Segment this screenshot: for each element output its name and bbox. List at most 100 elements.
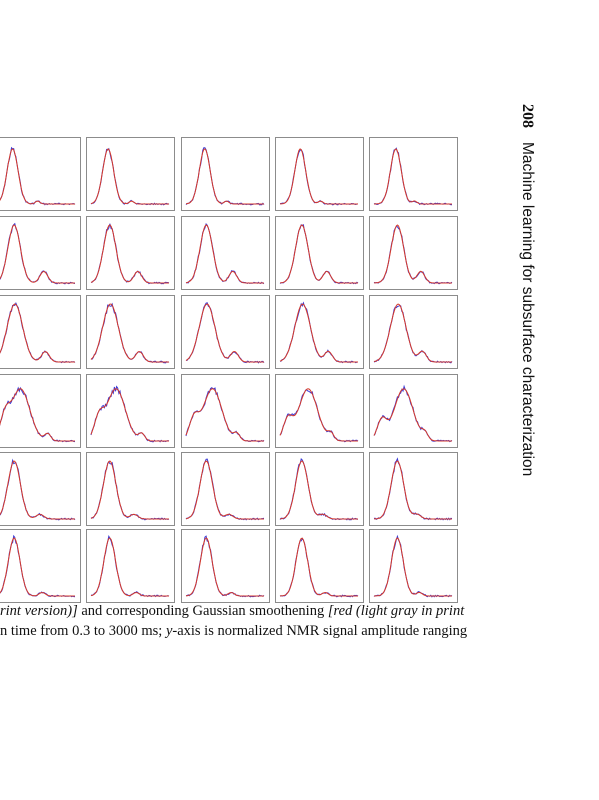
nmr-t2-panel xyxy=(369,452,458,526)
panel-plot xyxy=(185,147,265,206)
gaussian-smoothed-curve xyxy=(280,148,358,205)
running-header: 208 Machine learning for subsurface chara… xyxy=(508,104,538,504)
measured-t2-curve xyxy=(90,385,170,443)
nmr-t2-panel xyxy=(181,529,270,603)
nmr-t2-panel xyxy=(369,216,458,290)
measured-t2-curve xyxy=(373,225,453,285)
gaussian-smoothed-curve xyxy=(90,460,169,520)
gaussian-smoothed-curve xyxy=(185,460,264,520)
measured-t2-curve xyxy=(0,386,76,443)
panel-plot xyxy=(373,224,453,285)
measured-t2-curve xyxy=(373,457,453,521)
nmr-t2-panel xyxy=(0,137,81,211)
panel-plot xyxy=(185,458,265,521)
caption-italic-fragment: rint version)] xyxy=(0,603,78,619)
gaussian-smoothed-curve xyxy=(0,303,75,363)
panel-plot xyxy=(279,301,359,364)
measured-t2-curve xyxy=(90,147,170,206)
nmr-t2-panel xyxy=(86,374,175,448)
gaussian-smoothed-curve xyxy=(185,148,264,205)
gaussian-smoothed-curve xyxy=(373,303,452,363)
gaussian-smoothed-curve xyxy=(0,460,75,520)
nmr-t2-panel xyxy=(275,216,364,290)
nmr-t2-panel xyxy=(0,216,81,290)
panel-plot xyxy=(90,534,170,598)
panel-plot xyxy=(185,535,265,598)
panel-plot xyxy=(0,534,76,598)
gaussian-smoothed-curve xyxy=(90,148,169,205)
measured-t2-curve xyxy=(279,149,359,206)
gaussian-smoothed-curve xyxy=(0,148,75,205)
gaussian-smoothed-curve xyxy=(90,224,169,284)
measured-t2-curve xyxy=(373,147,453,206)
panel-plot xyxy=(90,302,170,364)
nmr-t2-panel xyxy=(86,529,175,603)
panel-plot xyxy=(373,303,453,364)
gaussian-smoothed-curve xyxy=(0,537,75,597)
panel-plot xyxy=(0,302,76,364)
panel-plot xyxy=(185,387,265,443)
nmr-t2-panel xyxy=(181,295,270,369)
gaussian-smoothed-curve xyxy=(185,388,264,442)
panel-plot xyxy=(279,458,358,521)
nmr-t2-panel xyxy=(86,452,175,526)
nmr-t2-panel xyxy=(0,295,81,369)
nmr-t2-panel xyxy=(275,137,364,211)
panel-plot xyxy=(185,223,265,285)
nmr-t2-panel xyxy=(181,374,270,448)
nmr-t2-panel xyxy=(86,295,175,369)
measured-t2-curve xyxy=(185,223,265,285)
gaussian-smoothed-curve xyxy=(279,303,358,363)
caption-text-fragment: -axis is normalized NMR signal amplitude… xyxy=(172,623,468,639)
panel-plot xyxy=(373,457,453,521)
caption-text-fragment: n time from 0.3 to 3000 ms; xyxy=(0,623,166,639)
panel-plot xyxy=(0,222,76,285)
gaussian-smoothed-curve xyxy=(185,537,264,597)
panel-plot xyxy=(0,386,76,443)
nmr-t2-panel xyxy=(275,452,364,526)
caption-italic-fragment: [red (light gray in print xyxy=(327,603,465,619)
panel-plot xyxy=(0,146,76,206)
panel-plot xyxy=(90,223,170,285)
gaussian-smoothed-curve xyxy=(279,388,358,442)
nmr-t2-panel xyxy=(275,529,364,603)
gaussian-smoothed-curve xyxy=(90,537,169,597)
panel-plot xyxy=(185,302,265,364)
gaussian-smoothed-curve xyxy=(374,537,452,597)
panel-plot xyxy=(0,458,76,521)
nmr-t2-panel xyxy=(86,137,175,211)
nmr-t2-panel xyxy=(0,452,81,526)
measured-t2-curve xyxy=(185,387,265,443)
page-number: 208 xyxy=(519,104,536,128)
gaussian-smoothed-curve xyxy=(279,460,358,520)
panel-plot xyxy=(90,385,170,443)
nmr-t2-panel xyxy=(275,295,364,369)
panel-plot xyxy=(90,460,170,521)
nmr-t2-panel xyxy=(369,374,458,448)
running-title: Machine learning for subsurface characte… xyxy=(519,142,536,477)
panel-plot xyxy=(373,384,453,443)
gaussian-smoothed-curve xyxy=(280,537,358,597)
figure-caption-line-2: n time from 0.3 to 3000 ms; y-axis is no… xyxy=(0,622,590,640)
measured-t2-curve xyxy=(186,535,265,598)
panel-plot xyxy=(373,147,453,206)
measured-t2-curve xyxy=(279,458,358,521)
measured-t2-curve xyxy=(373,384,453,443)
measured-t2-curve xyxy=(0,302,76,364)
panel-plot xyxy=(279,537,359,598)
measured-t2-curve xyxy=(279,537,359,598)
nmr-t2-panel xyxy=(0,529,81,603)
nmr-t2-panel xyxy=(369,529,458,603)
gaussian-smoothed-curve xyxy=(90,388,169,442)
panel-plot xyxy=(279,223,359,285)
nmr-t2-panel xyxy=(0,374,81,448)
gaussian-smoothed-curve xyxy=(373,388,452,442)
panel-plot xyxy=(373,534,453,598)
gaussian-smoothed-curve xyxy=(0,388,75,442)
nmr-t2-panel xyxy=(181,137,270,211)
measured-t2-curve xyxy=(185,147,265,206)
measured-t2-curve xyxy=(0,146,76,206)
gaussian-smoothed-curve xyxy=(185,303,264,363)
measured-t2-curve xyxy=(373,305,453,364)
